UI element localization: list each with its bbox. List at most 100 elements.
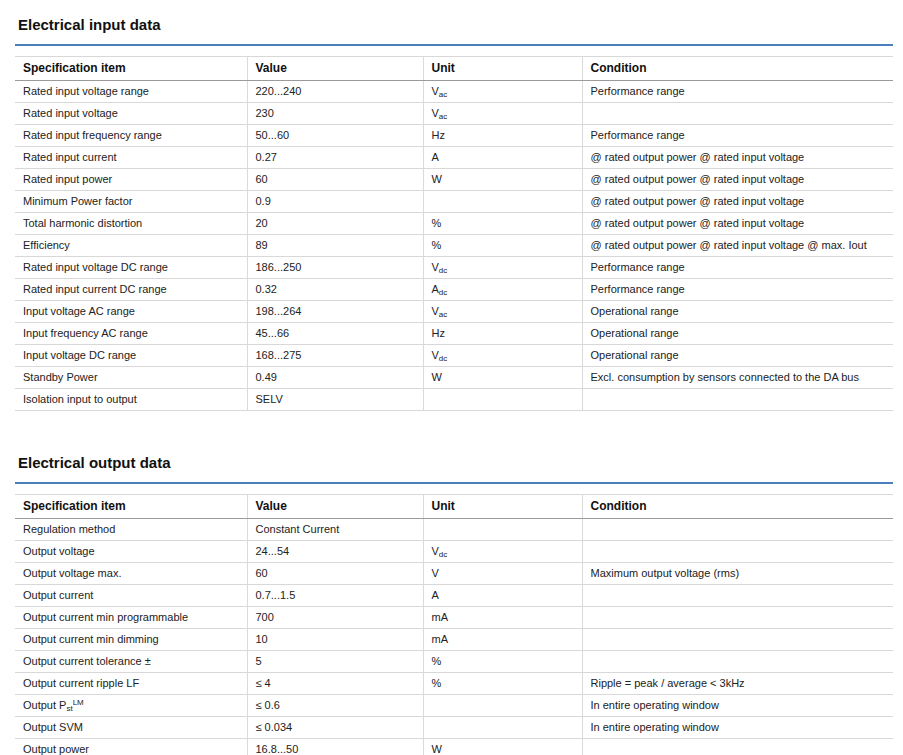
unit-cell: mA (423, 629, 582, 651)
condition-cell: Ripple = peak / average < 3kHz (582, 673, 893, 695)
spec-item-cell: Output current tolerance ± (15, 651, 247, 673)
condition-cell: @ rated output power @ rated input volta… (582, 147, 893, 169)
value-cell: 0.49 (247, 367, 423, 389)
value-cell: 20 (247, 213, 423, 235)
spec-item-cell: Rated input current DC range (15, 279, 247, 301)
value-cell: 5 (247, 651, 423, 673)
unit-cell: Vdc (423, 345, 582, 367)
spec-item-cell: Output current min dimming (15, 629, 247, 651)
spec-row: Efficiency89%@ rated output power @ rate… (15, 235, 893, 257)
section-title-divider (15, 44, 893, 46)
spec-row: Input voltage DC range168...275VdcOperat… (15, 345, 893, 367)
spec-row: Rated input current0.27A@ rated output p… (15, 147, 893, 169)
value-cell: 16.8...50 (247, 739, 423, 755)
value-cell: 50...60 (247, 125, 423, 147)
superscript: LM (73, 698, 84, 707)
value-cell: 60 (247, 169, 423, 191)
spec-item-cell: Rated input power (15, 169, 247, 191)
condition-cell: Performance range (582, 279, 893, 301)
unit-cell: % (423, 235, 582, 257)
condition-cell: Performance range (582, 125, 893, 147)
spec-row: Regulation methodConstant Current (15, 519, 893, 541)
value-cell: 0.9 (247, 191, 423, 213)
value-cell: 700 (247, 607, 423, 629)
spec-row: Output current0.7...1.5A (15, 585, 893, 607)
electrical-input-data-table: Specification item Value Unit Condition … (15, 56, 893, 411)
spec-row: Input frequency AC range45...66HzOperati… (15, 323, 893, 345)
unit-cell: W (423, 169, 582, 191)
column-header-unit: Unit (423, 495, 582, 519)
spec-row: Output current min dimming10mA (15, 629, 893, 651)
spec-row: Output voltage24...54Vdc (15, 541, 893, 563)
condition-cell (582, 651, 893, 673)
unit-cell: V (423, 563, 582, 585)
value-cell: 0.7...1.5 (247, 585, 423, 607)
value-cell: 10 (247, 629, 423, 651)
value-cell: 186...250 (247, 257, 423, 279)
value-cell: 168...275 (247, 345, 423, 367)
spec-item-cell: Output power (15, 739, 247, 755)
unit-cell: Adc (423, 279, 582, 301)
unit-cell: Hz (423, 125, 582, 147)
unit-subscript: dc (439, 266, 447, 275)
spec-row: Minimum Power factor0.9@ rated output po… (15, 191, 893, 213)
condition-cell: Excl. consumption by sensors connected t… (582, 367, 893, 389)
spec-row: Rated input voltage DC range186...250Vdc… (15, 257, 893, 279)
value-cell: ≤ 0.034 (247, 717, 423, 739)
unit-subscript: dc (439, 550, 447, 559)
unit-cell (423, 519, 582, 541)
condition-cell: Operational range (582, 345, 893, 367)
unit-cell: % (423, 213, 582, 235)
unit-cell: Vac (423, 103, 582, 125)
unit-cell: Vac (423, 81, 582, 103)
condition-cell: @ rated output power @ rated input volta… (582, 169, 893, 191)
spec-item-cell: Output current (15, 585, 247, 607)
spec-row: Output current min programmable700mA (15, 607, 893, 629)
spec-item-cell: Output voltage max. (15, 563, 247, 585)
unit-subscript: ac (439, 112, 447, 121)
unit-cell: Vac (423, 301, 582, 323)
condition-cell: @ rated output power @ rated input volta… (582, 235, 893, 257)
electrical-output-data-table: Specification item Value Unit Condition … (15, 494, 893, 755)
spec-row: Rated input voltage range220...240VacPer… (15, 81, 893, 103)
condition-cell (582, 607, 893, 629)
value-cell: 220...240 (247, 81, 423, 103)
unit-subscript: dc (439, 354, 447, 363)
spec-item-cell: Standby Power (15, 367, 247, 389)
column-header-condition: Condition (582, 57, 893, 81)
unit-cell (423, 717, 582, 739)
unit-cell: Vdc (423, 257, 582, 279)
value-cell: 0.32 (247, 279, 423, 301)
spec-row: Total harmonic distortion20%@ rated outp… (15, 213, 893, 235)
unit-cell (423, 191, 582, 213)
column-header-unit: Unit (423, 57, 582, 81)
condition-cell (582, 103, 893, 125)
spec-row: Output current tolerance ±5% (15, 651, 893, 673)
unit-cell: % (423, 673, 582, 695)
value-cell: Constant Current (247, 519, 423, 541)
spec-row: Output voltage max.60VMaximum output vol… (15, 563, 893, 585)
spec-row: Standby Power0.49WExcl. consumption by s… (15, 367, 893, 389)
unit-cell: % (423, 651, 582, 673)
condition-cell: In entire operating window (582, 717, 893, 739)
condition-cell: In entire operating window (582, 695, 893, 717)
condition-cell: @ rated output power @ rated input volta… (582, 191, 893, 213)
unit-cell: W (423, 739, 582, 755)
value-cell: 0.27 (247, 147, 423, 169)
unit-cell (423, 389, 582, 411)
section-electrical-output-data: Electrical output data Specification ite… (15, 411, 893, 755)
value-cell: ≤ 0.6 (247, 695, 423, 717)
column-header-specification-item: Specification item (15, 57, 247, 81)
spec-item-cell: Output PstLM (15, 695, 247, 717)
condition-cell (582, 541, 893, 563)
unit-cell: A (423, 147, 582, 169)
spec-row: Isolation input to outputSELV (15, 389, 893, 411)
spec-item-cell: Regulation method (15, 519, 247, 541)
table-header-row: Specification item Value Unit Condition (15, 495, 893, 519)
unit-cell (423, 695, 582, 717)
section-title: Electrical output data (15, 411, 893, 482)
spec-row: Output PstLM≤ 0.6 In entire operating win… (15, 695, 893, 717)
section-title: Electrical input data (15, 0, 893, 44)
column-header-specification-item: Specification item (15, 495, 247, 519)
spec-item-cell: Isolation input to output (15, 389, 247, 411)
